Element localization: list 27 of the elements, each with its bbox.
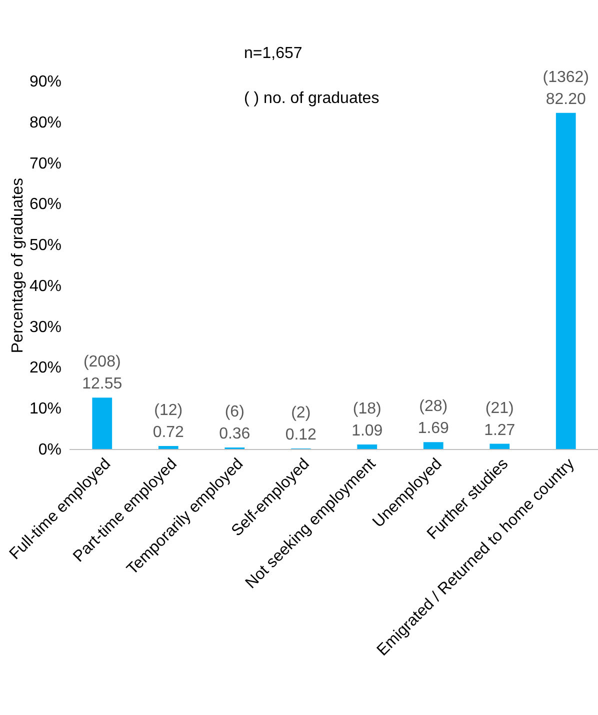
y-tick-label: 50%	[29, 237, 62, 254]
data-label: (208) 12.55	[82, 354, 122, 393]
text: n=1,657	[244, 45, 302, 62]
y-tick-label: 0%	[38, 442, 62, 458]
y-tick-label: 10%	[29, 400, 62, 418]
data-label: (6) 0.36	[219, 404, 250, 443]
bar	[423, 442, 444, 449]
bar	[92, 398, 112, 449]
bar	[490, 444, 510, 449]
y-tick-label: 90%	[29, 74, 62, 90]
data-label: (18) 1.09	[352, 400, 383, 440]
bar	[556, 112, 576, 449]
data-label: (1362) 82.20	[542, 68, 589, 108]
bar	[158, 446, 178, 449]
y-tick-label: 40%	[29, 278, 62, 295]
y-tick-label: 70%	[29, 155, 62, 172]
y-tick-label: 80%	[29, 114, 62, 132]
y-axis-title: Percentage of graduates	[9, 178, 26, 354]
data-label: (2) 0.12	[285, 404, 317, 444]
data-label: (28) 1.69	[418, 398, 450, 438]
y-tick-label: 60%	[29, 196, 62, 214]
bar	[357, 444, 378, 449]
y-tick-label: 20%	[29, 360, 62, 377]
y-tick-label: 30%	[29, 318, 62, 336]
data-label: (21) 1.27	[484, 400, 516, 439]
annotation: ( ) no. of graduates	[244, 90, 380, 107]
data-label: (12) 0.72	[152, 402, 184, 442]
